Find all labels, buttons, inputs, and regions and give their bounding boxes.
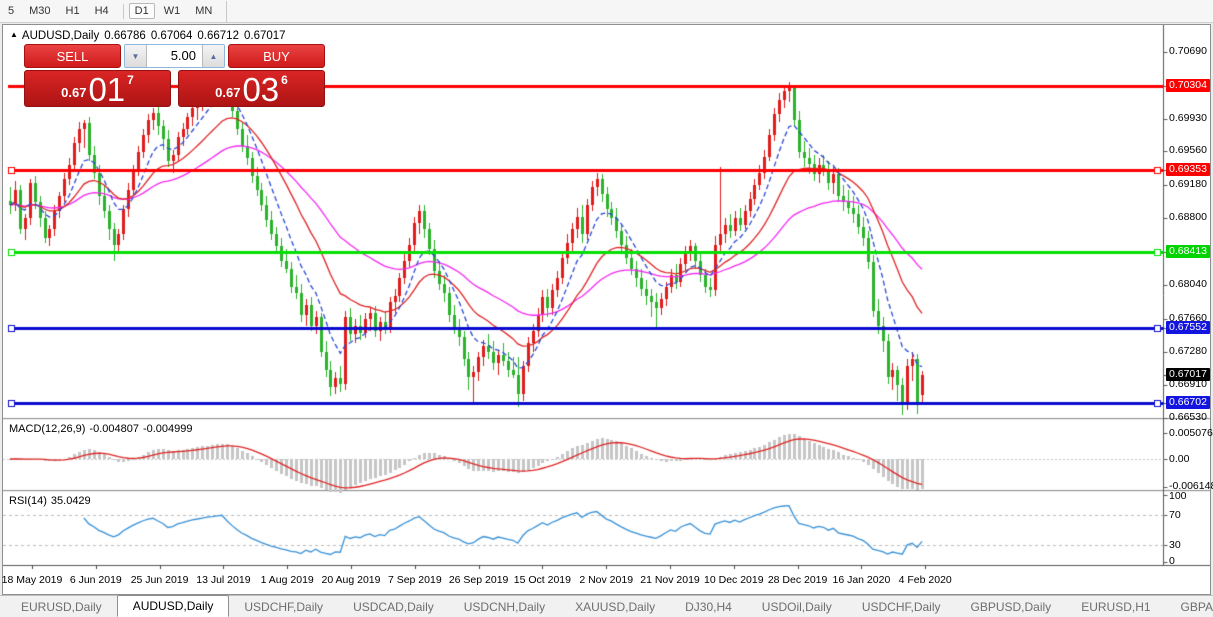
one-click-trading-panel: SELL ▼ 5.00 ▲ BUY 0.67 01 7 — [24, 44, 325, 107]
chart-tab-bar: EURUSD,Daily AUDUSD,Daily USDCHF,Daily USDC… — [0, 595, 1213, 617]
period-button-w1[interactable]: W1 — [163, 5, 181, 17]
ohlc-low-value: 0.66712 — [197, 30, 239, 42]
rsi-title: RSI(14) — [9, 495, 47, 507]
chart-window: 0.70690 0.70304 0.69930 0.69560 0.69353 0.691… — [2, 24, 1213, 595]
macd-pane-label: MACD(12,26,9) -0.004807 -0.004999 — [9, 423, 193, 435]
buy-button[interactable]: BUY — [228, 44, 325, 68]
tab-xauusd-daily[interactable]: XAUUSD,Daily — [575, 600, 656, 614]
tab-usdchf-daily[interactable]: USDCHF,Daily — [244, 600, 324, 614]
period-button-m30[interactable]: M30 — [29, 5, 51, 17]
chart-symbol-label: AUDUSD,Daily — [21, 30, 100, 42]
rsi-value: 35.0429 — [50, 495, 91, 507]
period-toolbar: 5 M30 H1 H4 D1 W1 MN — [0, 0, 1213, 23]
sell-price-prefix: 0.67 — [61, 85, 87, 100]
period-button-h1[interactable]: H1 — [65, 5, 80, 17]
toolbar-divider — [226, 0, 228, 22]
period-button-d1[interactable]: D1 — [128, 3, 155, 19]
rsi-pane-label: RSI(14) 35.0429 — [9, 495, 91, 507]
buy-price-big: 03 — [242, 71, 280, 108]
tab-usdchf-daily[interactable]: USDCHF,Daily — [861, 600, 941, 614]
period-button-h4[interactable]: H4 — [94, 5, 109, 17]
tab-audusd-daily[interactable]: AUDUSD,Daily — [116, 595, 230, 617]
sell-price-panel[interactable]: 0.67 01 7 — [24, 70, 171, 107]
volume-spinner: ▼ 5.00 ▲ — [124, 44, 225, 68]
toolbar-divider — [122, 3, 124, 19]
volume-increase-button[interactable]: ▲ — [202, 45, 224, 67]
chart-info-line: ▲ AUDUSD,Daily 0.66786 0.67064 0.66712 0.6701… — [10, 30, 286, 42]
tab-eurusd-h1[interactable]: EURUSD,H1 — [1081, 600, 1151, 614]
price-chart-canvas[interactable] — [3, 25, 1210, 594]
volume-input[interactable]: 5.00 — [170, 48, 196, 63]
tab-eurusd-daily[interactable]: EURUSD,Daily — [21, 600, 102, 614]
buy-price-panel[interactable]: 0.67 03 6 — [178, 70, 325, 107]
sell-button[interactable]: SELL — [24, 44, 121, 68]
buy-price-prefix: 0.67 — [215, 85, 241, 100]
macd-title: MACD(12,26,9) — [9, 423, 86, 435]
tab-usdcad-daily[interactable]: USDCAD,Daily — [353, 600, 434, 614]
symbol-marker-icon: ▲ — [10, 30, 18, 39]
sell-price-pip: 7 — [127, 73, 134, 87]
tab-usdcnh-daily[interactable]: USDCNH,Daily — [463, 600, 546, 614]
tab-usdoil-daily[interactable]: USDOil,Daily — [761, 600, 832, 614]
chevron-up-icon: ▲ — [209, 51, 218, 61]
ohlc-high-value: 0.67064 — [150, 30, 193, 42]
sell-price-big: 01 — [88, 71, 126, 108]
tab-gbpaud-h1[interactable]: GBPAUD,H1 — [1180, 600, 1213, 614]
ohlc-close-value: 0.67017 — [243, 30, 286, 42]
period-button-mn[interactable]: MN — [195, 5, 213, 17]
period-button-5[interactable]: 5 — [8, 5, 15, 17]
chevron-down-icon: ▼ — [131, 51, 140, 61]
macd-signal-value: -0.004999 — [142, 423, 193, 435]
macd-value: -0.004807 — [89, 423, 139, 435]
tab-dj30-h4[interactable]: DJ30,H4 — [685, 600, 732, 614]
ohlc-open-value: 0.66786 — [104, 30, 146, 42]
buy-price-pip: 6 — [281, 73, 288, 87]
volume-decrease-button[interactable]: ▼ — [125, 45, 147, 67]
tab-gbpusd-daily[interactable]: GBPUSD,Daily — [970, 600, 1052, 614]
